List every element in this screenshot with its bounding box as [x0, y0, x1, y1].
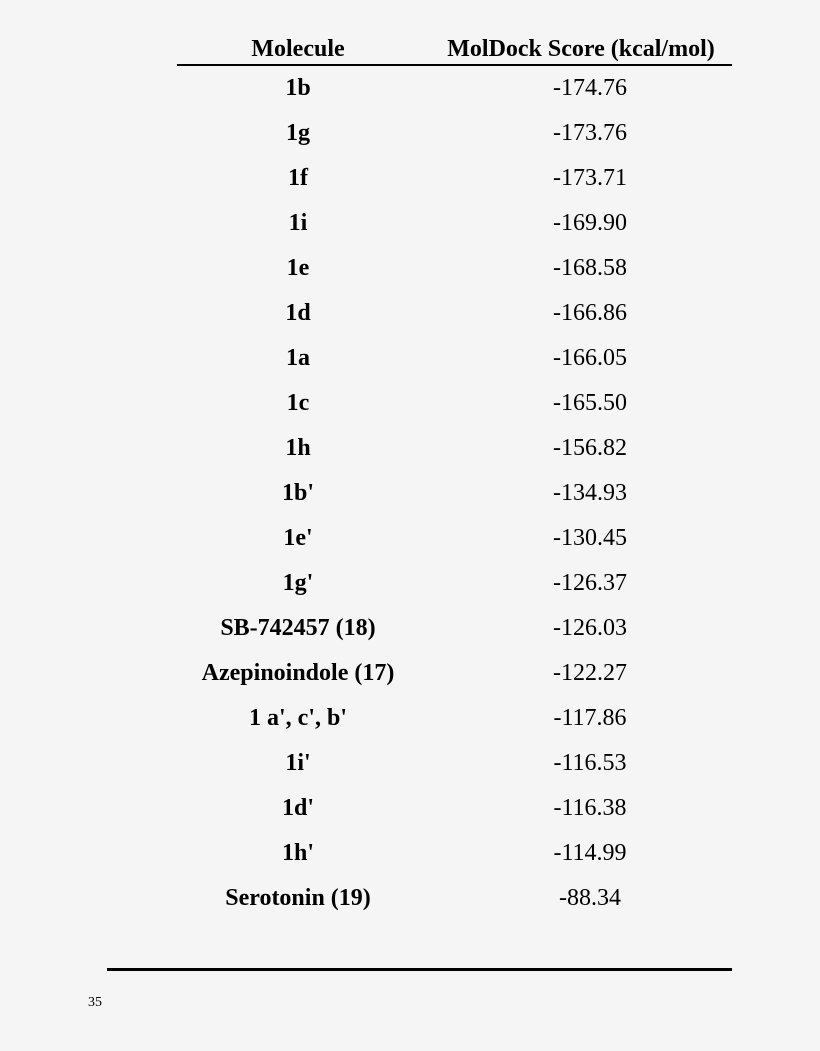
score-cell: -134.93	[553, 480, 627, 506]
molecule-cell: 1i	[288, 210, 308, 236]
molecule-cell: 1f	[288, 165, 308, 191]
molecule-cell: 1b'	[281, 480, 315, 506]
page-number: 35	[88, 995, 102, 1010]
molecule-cell: 1g	[286, 120, 310, 146]
header-moldock-score: MolDock Score (kcal/mol)	[447, 36, 715, 62]
score-cell: -173.76	[553, 120, 627, 146]
score-cell: -126.03	[553, 615, 627, 641]
score-cell: -116.53	[553, 750, 627, 776]
table-row: 1d -166.86	[0, 291, 820, 336]
score-cell: -174.76	[553, 75, 627, 101]
table-row: SB-742457 (18) -126.03	[0, 606, 820, 651]
molecule-cell: 1i'	[285, 750, 311, 776]
table-row: 1d' -116.38	[0, 786, 820, 831]
score-cell: -165.50	[553, 390, 627, 416]
molecule-cell: Azepinoindole (17)	[201, 660, 395, 686]
molecule-cell: 1h'	[281, 840, 315, 866]
molecule-cell: Serotonin (19)	[225, 885, 371, 911]
score-cell: -130.45	[553, 525, 627, 551]
table-row: Serotonin (19) -88.34	[0, 876, 820, 921]
score-cell: -168.58	[553, 255, 627, 281]
table-row: Azepinoindole (17) -122.27	[0, 651, 820, 696]
molecule-cell: 1a	[286, 345, 310, 371]
score-cell: -169.90	[553, 210, 627, 236]
table-row: 1c -165.50	[0, 381, 820, 426]
table-row: 1b -174.76	[0, 66, 820, 111]
molecule-cell: 1e	[286, 255, 310, 281]
score-cell: -166.05	[553, 345, 627, 371]
table-row: 1g' -126.37	[0, 561, 820, 606]
table-row: 1i' -116.53	[0, 741, 820, 786]
table-header: Molecule MolDock Score (kcal/mol)	[177, 31, 732, 66]
score-cell: -166.86	[553, 300, 627, 326]
table-row: 1f -173.71	[0, 156, 820, 201]
molecule-cell: 1d	[285, 300, 311, 326]
score-cell: -156.82	[553, 435, 627, 461]
molecule-cell: 1b	[285, 75, 311, 101]
molecule-cell: SB-742457 (18)	[220, 615, 376, 641]
table-row: 1i -169.90	[0, 201, 820, 246]
molecule-cell: 1g'	[282, 570, 314, 596]
table-row: 1g -173.76	[0, 111, 820, 156]
table-row: 1h -156.82	[0, 426, 820, 471]
score-cell: -122.27	[553, 660, 627, 686]
score-cell: -114.99	[553, 840, 627, 866]
table-body: 1b -174.76 1g -173.76 1f -173.71 1i -169.90 1e -1…	[0, 66, 820, 921]
table-row: 1e -168.58	[0, 246, 820, 291]
header-molecule: Molecule	[251, 36, 345, 62]
molecule-cell: 1d'	[281, 795, 315, 821]
molecule-cell: 1c	[286, 390, 310, 416]
score-cell: -117.86	[553, 705, 627, 731]
table-row: 1b' -134.93	[0, 471, 820, 516]
table-row: 1a -166.05	[0, 336, 820, 381]
molecule-cell: 1h	[285, 435, 311, 461]
score-cell: -126.37	[553, 570, 627, 596]
table-row: 1h' -114.99	[0, 831, 820, 876]
score-cell: -88.34	[559, 885, 621, 911]
table-row: 1e' -130.45	[0, 516, 820, 561]
score-cell: -173.71	[553, 165, 627, 191]
bottom-rule	[107, 968, 732, 971]
molecule-cell: 1e'	[283, 525, 313, 551]
molecule-cell: 1 a', c', b'	[248, 705, 348, 731]
score-cell: -116.38	[553, 795, 627, 821]
table-row: 1 a', c', b' -117.86	[0, 696, 820, 741]
